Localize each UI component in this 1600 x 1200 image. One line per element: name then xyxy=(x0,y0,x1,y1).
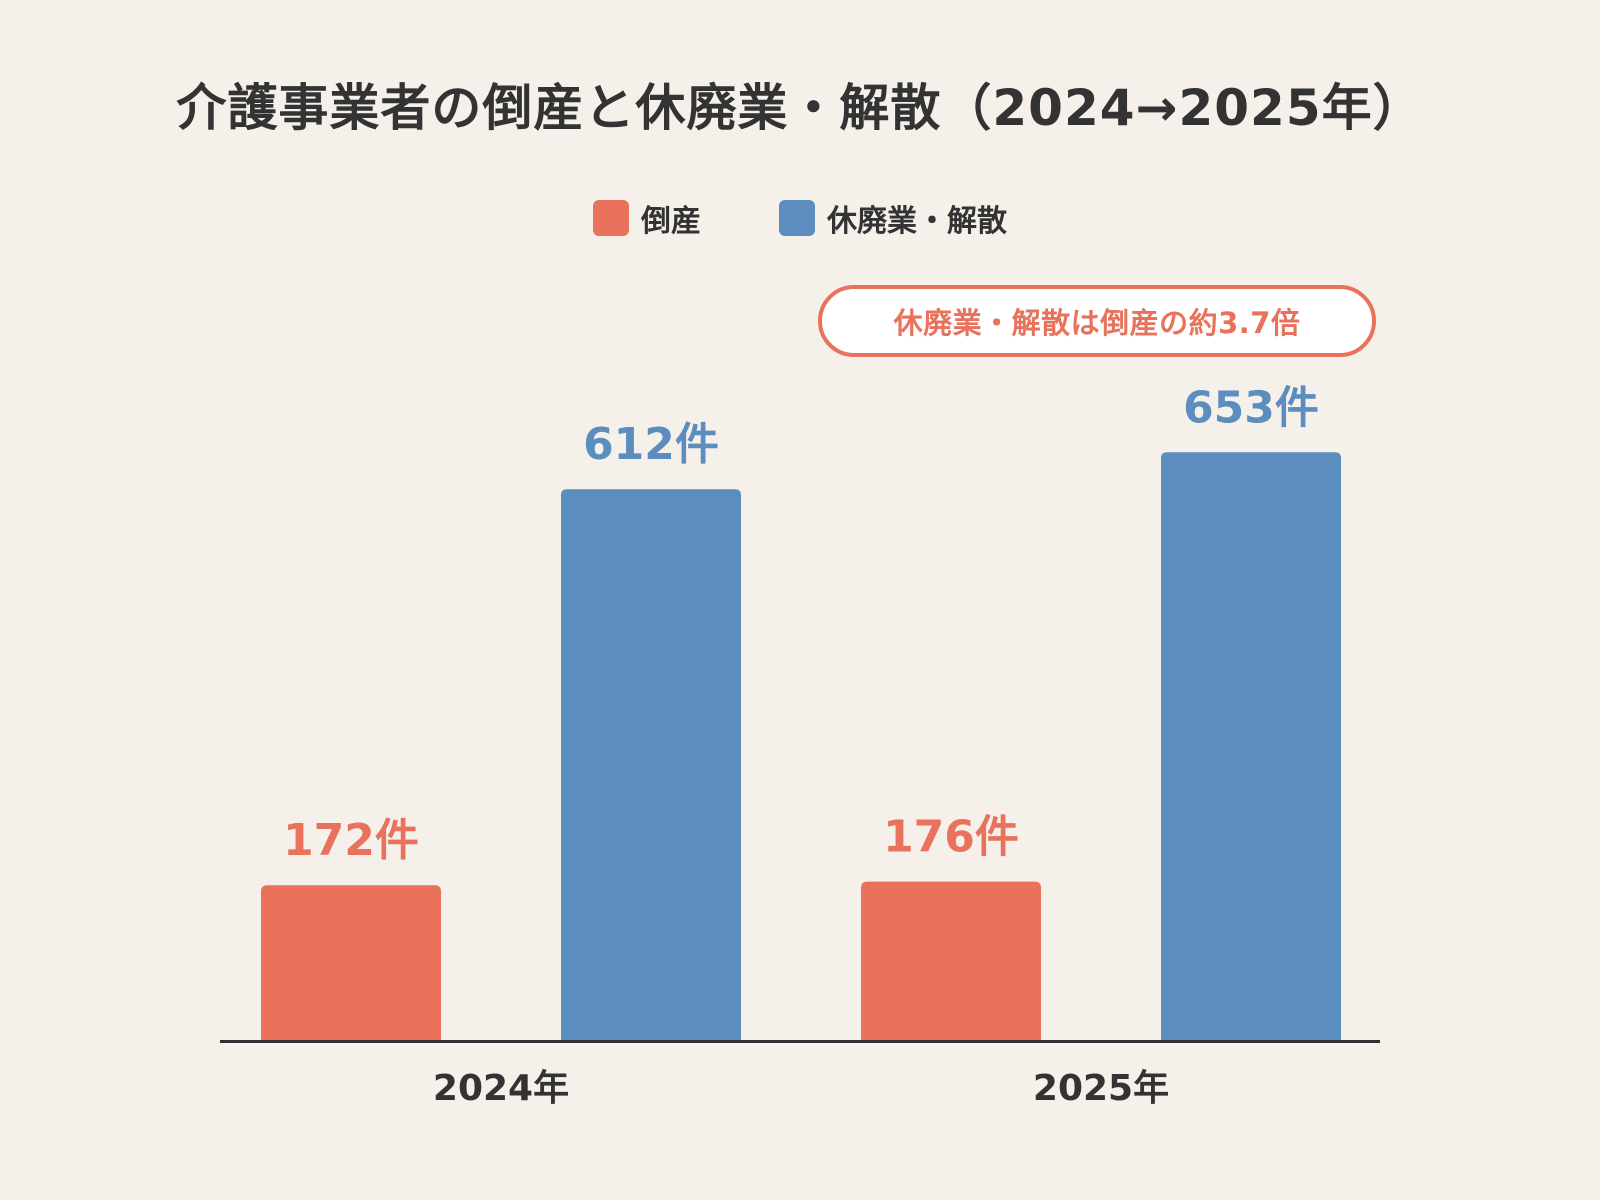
data-label-1-0: 176件 xyxy=(883,812,1019,863)
bar-1-0 xyxy=(861,881,1041,1040)
x-tick-label-0: 2024年 xyxy=(433,1068,569,1109)
bar-0-0 xyxy=(261,885,441,1040)
bar-1-1 xyxy=(1161,452,1341,1040)
data-label-1-1: 653件 xyxy=(1183,382,1319,433)
legend: 倒産 休廃業・解散 xyxy=(0,196,1600,240)
legend-item-bankruptcy: 倒産 xyxy=(593,196,701,240)
bar-0-1 xyxy=(561,489,741,1040)
legend-swatch-bankruptcy xyxy=(593,200,629,236)
chart-title: 介護事業者の倒産と休廃業・解散（2024→2025年） xyxy=(176,79,1424,137)
legend-label-bankruptcy: 倒産 xyxy=(641,204,701,239)
data-label-0-0: 172件 xyxy=(283,815,419,866)
legend-label-closure: 休廃業・解散 xyxy=(827,204,1007,239)
legend-item-closure: 休廃業・解散 xyxy=(779,196,1007,240)
annotation-callout: 休廃業・解散は倒産の約3.7倍 xyxy=(818,285,1376,357)
x-tick-label-1: 2025年 xyxy=(1033,1068,1169,1109)
data-label-0-1: 612件 xyxy=(583,419,719,470)
legend-swatch-closure xyxy=(779,200,815,236)
